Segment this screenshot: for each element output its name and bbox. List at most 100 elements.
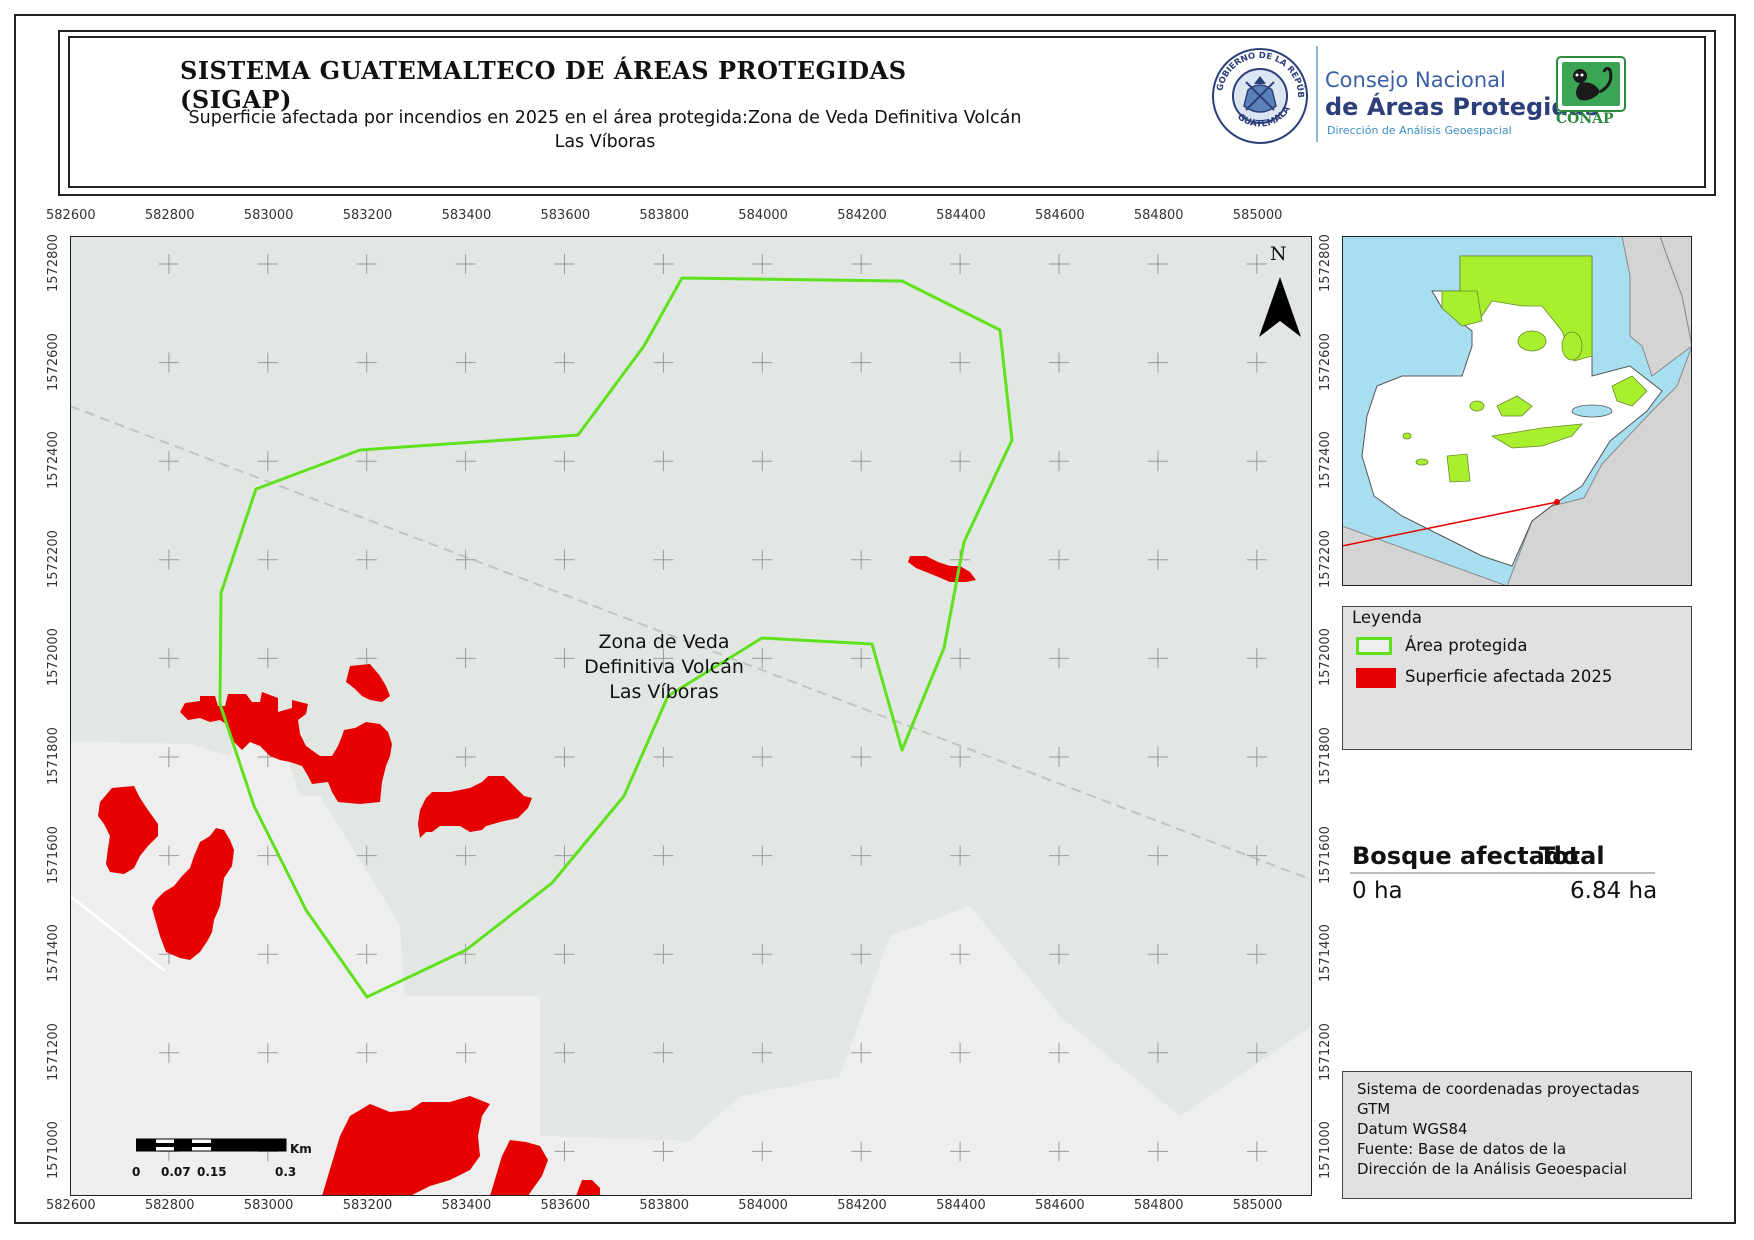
y-coordinate-label: 1572000 [1318, 628, 1333, 687]
burned-patch [180, 692, 392, 804]
inset-location-marker [1554, 499, 1560, 505]
map-subtitle: Superficie afectada por incendios en 202… [188, 108, 1022, 152]
burned-patch [418, 776, 532, 838]
y-coordinate-label: 1572400 [1318, 431, 1333, 490]
scale-bar [136, 1138, 287, 1152]
x-coordinate-label: 583800 [639, 1198, 690, 1213]
legend-label-burned-area: Superficie afectada 2025 [1405, 667, 1613, 686]
metadata-line: Fuente: Base de datos de la [1357, 1140, 1567, 1158]
summary-divider [1350, 872, 1655, 874]
inset-overview-map [1342, 236, 1692, 586]
x-coordinate-label: 582800 [144, 208, 195, 223]
org-name-line1: Consejo Nacional [1325, 68, 1506, 92]
inset-lake [1571, 404, 1613, 418]
x-coordinate-label: 582600 [46, 208, 96, 223]
legend-panel [1342, 606, 1692, 750]
x-coordinate-label: 583000 [243, 208, 294, 223]
main-map [70, 236, 1312, 1196]
north-arrow-icon [1259, 277, 1301, 337]
y-coordinate-label: 1572400 [46, 431, 61, 490]
y-coordinate-label: 1571400 [46, 924, 61, 983]
x-coordinate-label: 585000 [1232, 1198, 1283, 1213]
guatemala-seal-icon: GOBIERNO DE LA REPÚBLICA GUATEMALA [1208, 44, 1308, 144]
x-coordinate-label: 583800 [639, 208, 690, 223]
y-coordinate-label: 1571000 [46, 1121, 61, 1180]
scale-label-1: 0.07 [161, 1165, 191, 1179]
north-label: N [1270, 243, 1287, 265]
page-frame [14, 14, 1736, 1224]
y-coordinate-label: 1572200 [46, 529, 61, 588]
x-coordinate-label: 582800 [144, 1198, 195, 1213]
legend-label-protected-area: Área protegida [1405, 636, 1528, 655]
x-coordinate-label: 584600 [1035, 208, 1085, 223]
area-label-line3: Las Víboras [609, 681, 719, 703]
conap-monkey-logo-icon [1556, 56, 1626, 112]
track-line [70, 894, 166, 973]
protected-area-label: Zona de Veda Definitiva Volcán Las Víbor… [556, 630, 772, 705]
road-line [70, 405, 1312, 881]
x-coordinate-label: 584400 [936, 208, 986, 223]
y-coordinate-label: 1572800 [1318, 234, 1333, 292]
x-coordinate-label: 583200 [342, 1198, 393, 1213]
org-name-line2: de Áreas Protegidas [1325, 93, 1600, 121]
y-coordinate-label: 1572000 [46, 628, 61, 687]
metadata-panel [1342, 1071, 1692, 1199]
x-coordinate-label: 584200 [837, 1198, 887, 1213]
neighbor-country-north [1592, 236, 1692, 377]
y-coordinate-label: 1571600 [46, 825, 61, 884]
header-separator [1316, 46, 1318, 142]
x-coordinate-label: 585000 [1232, 208, 1283, 223]
y-coordinate-label: 1572200 [1318, 529, 1333, 588]
org-name-line3: Dirección de Análisis Geoespacial [1327, 124, 1512, 137]
y-coordinate-label: 1571400 [1318, 924, 1333, 983]
x-coordinate-label: 583400 [441, 1198, 492, 1213]
x-coordinate-label: 583600 [540, 1198, 591, 1213]
scale-label-3: 0.3 [275, 1165, 297, 1179]
x-coordinate-label: 584200 [837, 208, 887, 223]
metadata-line: Sistema de coordenadas proyectadas [1357, 1080, 1640, 1098]
y-coordinate-label: 1571000 [1318, 1121, 1333, 1180]
x-coordinate-label: 582600 [46, 1198, 96, 1213]
summary-header-forest: Bosque afectado [1352, 842, 1579, 870]
metadata-line: Datum WGS84 [1357, 1120, 1468, 1138]
legend-title: Leyenda [1352, 608, 1423, 627]
terrain-light-area [70, 706, 1312, 1196]
area-label-line2: Definitiva Volcán [584, 656, 744, 678]
burned-patch [152, 828, 234, 960]
inset-pointer-line [1342, 501, 1558, 547]
summary-value-total: 6.84 ha [1570, 878, 1658, 904]
y-coordinate-label: 1571800 [46, 727, 61, 785]
burned-patch [576, 1180, 600, 1196]
y-coordinate-label: 1572600 [1318, 332, 1333, 391]
map-title: SISTEMA GUATEMALTECO DE ÁREAS PROTEGIDAS… [180, 56, 907, 114]
legend-swatch-protected-area [1356, 637, 1392, 655]
legend-swatch-burned-area [1356, 668, 1396, 688]
burned-patch [490, 1140, 548, 1196]
x-coordinate-label: 584800 [1133, 1198, 1184, 1213]
burned-patch [322, 1096, 490, 1196]
header-panel [68, 36, 1706, 188]
metadata-line: GTM [1357, 1100, 1391, 1118]
inset-protected-areas [1402, 255, 1648, 483]
x-coordinate-label: 584800 [1133, 208, 1184, 223]
x-coordinate-label: 583000 [243, 1198, 294, 1213]
protected-area-boundary [218, 276, 1014, 999]
x-coordinate-label: 584600 [1035, 1198, 1085, 1213]
y-coordinate-label: 1571800 [1318, 727, 1333, 785]
summary-header-total: Total [1539, 842, 1605, 870]
x-coordinate-label: 584000 [738, 1198, 788, 1213]
y-coordinate-label: 1572600 [46, 332, 61, 391]
y-coordinate-label: 1571200 [1318, 1022, 1333, 1081]
x-coordinate-label: 583400 [441, 208, 492, 223]
scale-label-2: 0.15 [197, 1165, 227, 1179]
org-acronym: CONAP [1556, 111, 1614, 127]
y-coordinate-label: 1572800 [46, 234, 61, 292]
burned-patch [346, 664, 390, 702]
x-coordinate-label: 583200 [342, 208, 393, 223]
burned-areas [98, 556, 976, 1196]
burned-patch [98, 786, 158, 874]
y-coordinate-label: 1571600 [1318, 825, 1333, 884]
scale-label-0: 0 [132, 1165, 141, 1179]
metadata-line: Dirección de la Análisis Geoespacial [1357, 1160, 1627, 1178]
summary-value-forest: 0 ha [1352, 878, 1403, 904]
